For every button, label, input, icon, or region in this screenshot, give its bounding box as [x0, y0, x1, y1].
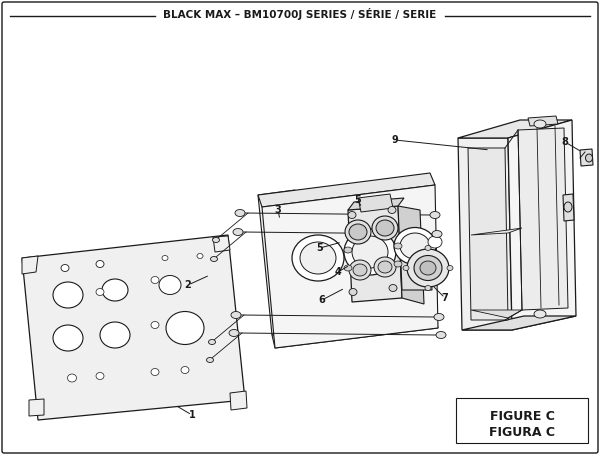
Polygon shape [398, 206, 424, 304]
Polygon shape [258, 190, 310, 335]
Ellipse shape [345, 220, 371, 244]
Text: 6: 6 [319, 295, 325, 305]
Polygon shape [22, 256, 38, 274]
Ellipse shape [212, 238, 220, 243]
Polygon shape [262, 185, 438, 348]
Ellipse shape [206, 358, 214, 363]
Text: 5: 5 [355, 195, 361, 205]
Polygon shape [400, 240, 432, 290]
Ellipse shape [353, 264, 367, 276]
Ellipse shape [229, 329, 239, 337]
Ellipse shape [181, 366, 189, 374]
Ellipse shape [372, 216, 398, 240]
Ellipse shape [425, 246, 431, 251]
Ellipse shape [394, 243, 402, 249]
Polygon shape [580, 149, 593, 166]
Ellipse shape [403, 266, 409, 271]
Ellipse shape [235, 209, 245, 217]
Polygon shape [458, 120, 572, 138]
Ellipse shape [425, 285, 431, 290]
Polygon shape [258, 173, 435, 207]
Ellipse shape [151, 322, 159, 329]
Ellipse shape [352, 236, 388, 268]
Ellipse shape [300, 242, 336, 274]
Ellipse shape [374, 257, 396, 277]
Ellipse shape [349, 260, 371, 280]
Ellipse shape [414, 256, 442, 280]
Ellipse shape [400, 233, 430, 259]
Polygon shape [462, 316, 576, 330]
Polygon shape [528, 116, 558, 126]
Polygon shape [358, 194, 393, 212]
Ellipse shape [292, 235, 344, 281]
Ellipse shape [394, 228, 436, 264]
Ellipse shape [349, 288, 357, 295]
Ellipse shape [378, 261, 392, 273]
Ellipse shape [534, 310, 546, 318]
Ellipse shape [388, 207, 396, 213]
Ellipse shape [102, 279, 128, 301]
Ellipse shape [447, 266, 453, 271]
Text: 9: 9 [392, 135, 398, 145]
Polygon shape [272, 315, 438, 348]
Polygon shape [29, 399, 44, 416]
Polygon shape [348, 206, 402, 302]
Text: 8: 8 [562, 137, 568, 147]
FancyBboxPatch shape [456, 398, 588, 443]
Ellipse shape [407, 249, 449, 287]
Ellipse shape [96, 373, 104, 379]
Text: FIGURE C: FIGURE C [490, 410, 554, 423]
Polygon shape [508, 120, 576, 330]
Ellipse shape [420, 261, 436, 275]
Ellipse shape [96, 288, 104, 295]
Ellipse shape [233, 228, 243, 236]
Polygon shape [518, 128, 568, 310]
Text: BLACK MAX – BM10700J SERIES / SÉRIE / SERIE: BLACK MAX – BM10700J SERIES / SÉRIE / SE… [163, 8, 437, 20]
Polygon shape [230, 391, 247, 410]
Ellipse shape [389, 284, 397, 292]
Ellipse shape [96, 261, 104, 268]
Ellipse shape [376, 220, 394, 236]
Ellipse shape [344, 247, 352, 253]
Ellipse shape [151, 369, 159, 375]
Polygon shape [458, 138, 512, 330]
Ellipse shape [394, 261, 402, 267]
Text: 3: 3 [275, 205, 281, 215]
Ellipse shape [430, 212, 440, 218]
Ellipse shape [211, 257, 218, 262]
Ellipse shape [61, 264, 69, 272]
Text: 2: 2 [185, 280, 191, 290]
Ellipse shape [344, 265, 352, 271]
Polygon shape [22, 235, 245, 420]
Ellipse shape [349, 224, 367, 240]
Ellipse shape [53, 325, 83, 351]
Text: 1: 1 [188, 410, 196, 420]
Text: 7: 7 [442, 293, 448, 303]
Ellipse shape [564, 202, 572, 212]
Ellipse shape [67, 374, 77, 382]
Ellipse shape [344, 229, 396, 275]
Polygon shape [563, 194, 574, 221]
Ellipse shape [231, 312, 241, 318]
Text: 5: 5 [317, 243, 323, 253]
Text: 4: 4 [335, 267, 341, 277]
Text: FIGURA C: FIGURA C [489, 425, 555, 439]
Polygon shape [348, 198, 404, 210]
Ellipse shape [428, 236, 442, 248]
Ellipse shape [166, 312, 204, 344]
Ellipse shape [432, 231, 442, 238]
Ellipse shape [197, 253, 203, 258]
Ellipse shape [151, 277, 159, 283]
Ellipse shape [434, 313, 444, 320]
Polygon shape [471, 310, 522, 318]
Ellipse shape [348, 212, 356, 218]
Polygon shape [471, 228, 522, 235]
Ellipse shape [53, 282, 83, 308]
Ellipse shape [436, 332, 446, 339]
Ellipse shape [100, 322, 130, 348]
Polygon shape [468, 148, 508, 320]
Ellipse shape [209, 339, 215, 344]
Ellipse shape [534, 120, 546, 128]
Ellipse shape [162, 256, 168, 261]
